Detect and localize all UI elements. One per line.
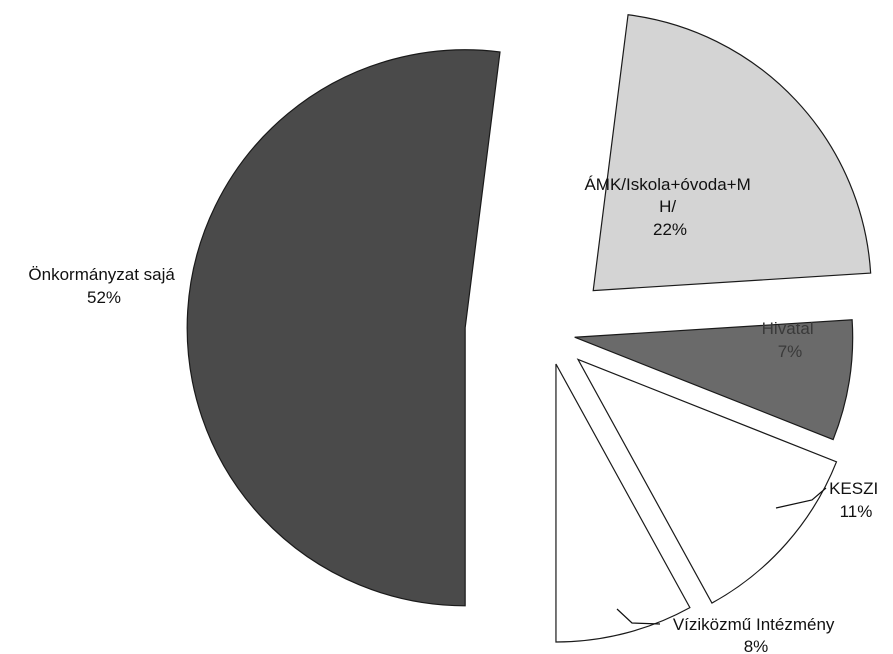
slice-hivatal	[574, 319, 854, 441]
slice-label-amk-name-1: ÁMK/Iskola+óvoda+M	[584, 175, 750, 194]
slice-label-onkormanyzat-name: Önkormányzat sajá	[28, 265, 175, 284]
slice-keszi	[576, 358, 838, 604]
slice-label-hivatal: Hivatal 7%	[762, 319, 819, 361]
slice-label-vizikozmu-percent: 8%	[744, 637, 769, 654]
slice-vizikozmu	[555, 363, 691, 643]
slice-labels: Önkormányzat sajá 52% ÁMK/Iskola+óvoda+M…	[28, 175, 883, 654]
slice-label-onkormanyzat: Önkormányzat sajá 52%	[28, 265, 179, 307]
slice-onkormanyzat	[186, 49, 501, 607]
leader-line-vizikozmu	[616, 608, 661, 625]
slice-label-hivatal-name: Hivatal	[762, 319, 814, 338]
leader-lines	[616, 487, 827, 625]
slice-label-keszi: KESZI 11%	[829, 479, 883, 521]
slice-label-hivatal-percent: 7%	[778, 342, 803, 361]
slice-amk	[592, 14, 872, 292]
slice-label-vizikozmu: Víziközmű Intézmény 8%	[673, 615, 839, 654]
slice-label-amk-percent: 22%	[653, 220, 687, 239]
slice-label-onkormanyzat-percent: 52%	[87, 288, 121, 307]
slice-label-amk: ÁMK/Iskola+óvoda+M H/ 22%	[584, 175, 755, 239]
slice-label-keszi-name: KESZI	[829, 479, 878, 498]
slice-label-vizikozmu-name: Víziközmű Intézmény	[673, 615, 835, 634]
pie-slices	[186, 14, 872, 643]
slice-label-keszi-percent: 11%	[840, 502, 873, 521]
slice-label-amk-name-2: H/	[659, 197, 676, 216]
leader-line-keszi	[775, 487, 827, 509]
